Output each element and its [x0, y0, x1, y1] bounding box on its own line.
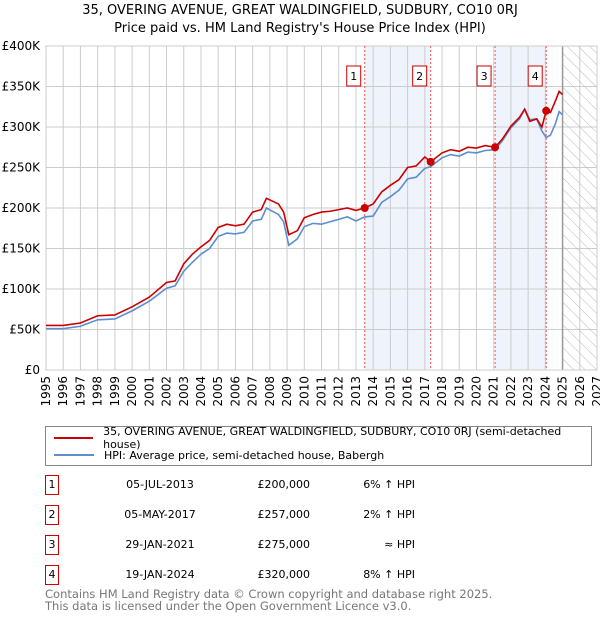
x-tick-label: 2010 [297, 376, 311, 407]
x-tick-label: 2022 [504, 376, 518, 407]
x-tick-label: 1998 [91, 376, 105, 407]
x-tick-label: 2025 [556, 376, 570, 407]
x-tick-label: 2009 [280, 376, 294, 407]
x-tick-label: 2002 [160, 376, 174, 407]
sale-price: £257,000 [257, 508, 311, 521]
x-tick-label: 1997 [73, 376, 87, 407]
sale-num: 3 [45, 535, 59, 555]
sale-date: 05-JUL-2013 [126, 478, 194, 491]
price-chart: £0 £50K £100K £150K £200K £250K £300K £350K £400… [2, 39, 600, 407]
x-tick-label: 2019 [452, 376, 466, 407]
x-tick-label: 2003 [177, 376, 191, 407]
y-tick-label: £200K [2, 201, 42, 215]
y-tick-label: £350K [2, 80, 42, 94]
sale-hpi: 6% ↑ HPI [363, 478, 415, 491]
x-tick-label: 2015 [383, 376, 397, 407]
x-tick-label: 2020 [469, 376, 483, 407]
sale-price: £200,000 [257, 478, 311, 491]
y-tick-label: £300K [2, 120, 42, 134]
legend-item-hpi: HPI: Average price, semi-detached house,… [54, 447, 384, 463]
footer-copyright: Contains HM Land Registry data © Crown c… [45, 587, 493, 601]
x-tick-label: 2006 [228, 376, 242, 407]
series-line [46, 89, 564, 327]
y-tick-label: £0 [25, 363, 40, 377]
sale-price: £275,000 [257, 538, 311, 551]
legend-item-property: 35, OVERING AVENUE, GREAT WALDINGFIELD, … [54, 425, 591, 451]
sale-hpi: 8% ↑ HPI [363, 568, 415, 581]
x-tick-label: 2012 [332, 376, 346, 407]
sale-point [491, 143, 500, 152]
x-tick-label: 2018 [435, 376, 449, 407]
legend: 35, OVERING AVENUE, GREAT WALDINGFIELD, … [45, 425, 592, 466]
sale-label-box [476, 65, 492, 87]
sale-date: 05-MAY-2017 [124, 508, 196, 521]
x-tick-label: 2007 [246, 376, 260, 407]
x-tick-label: 2013 [349, 376, 363, 407]
sale-label: 1 [350, 70, 357, 83]
sale-point [426, 157, 435, 166]
sale-label: 4 [532, 70, 539, 83]
x-tick-label: 2014 [366, 376, 380, 407]
x-tick-label: 2008 [263, 376, 277, 407]
x-tick-label: 1995 [39, 376, 53, 407]
sale-label-box [346, 65, 362, 87]
sale-num: 1 [45, 475, 59, 495]
sale-point [360, 204, 369, 212]
sale-num: 4 [45, 565, 59, 585]
sale-label-box [527, 65, 543, 87]
y-tick-label: £50K [9, 323, 41, 337]
y-tick-label: £150K [2, 242, 42, 256]
sale-date: 19-JAN-2024 [125, 568, 195, 581]
y-tick-label: £400K [2, 39, 42, 53]
x-tick-label: 2024 [538, 376, 552, 407]
legend-swatch-red [54, 437, 94, 439]
y-tick-label: £250K [2, 161, 42, 175]
sale-price: £320,000 [257, 568, 311, 581]
sale-hpi: ≈ HPI [384, 538, 415, 551]
y-tick-label: £100K [2, 282, 42, 296]
x-tick-label: 2000 [125, 376, 139, 407]
chart-title: 35, OVERING AVENUE, GREAT WALDINGFIELD, … [82, 3, 518, 18]
x-tick-label: 2021 [487, 376, 501, 407]
footer: Contains HM Land Registry data © Crown c… [45, 587, 493, 613]
plot-frame [45, 45, 598, 371]
sale-point [542, 106, 551, 115]
x-tick-label: 2023 [521, 376, 535, 407]
sale-label: 2 [416, 70, 423, 83]
x-tick-label: 1999 [108, 376, 122, 407]
sale-label-box [412, 65, 428, 87]
sale-hpi: 2% ↑ HPI [363, 508, 415, 521]
x-tick-label: 2026 [573, 376, 587, 407]
footer-licence: This data is licensed under the Open Gov… [45, 598, 412, 613]
x-tick-label: 1996 [56, 376, 70, 407]
legend-swatch-blue [54, 454, 94, 456]
x-tick-label: 2001 [142, 376, 156, 407]
x-tick-label: 2005 [211, 376, 225, 407]
x-tick-label: 2016 [401, 376, 415, 407]
projection-hatch [562, 46, 597, 370]
x-tick-label: 2027 [590, 376, 600, 407]
sale-label: 3 [481, 70, 488, 83]
x-tick-label: 2011 [315, 376, 329, 407]
legend-label: HPI: Average price, semi-detached house,… [104, 448, 385, 462]
series-line [46, 107, 564, 330]
x-tick-label: 2017 [418, 376, 432, 407]
sale-date: 29-JAN-2021 [125, 538, 195, 551]
sale-num: 2 [45, 505, 59, 525]
x-tick-label: 2004 [194, 376, 208, 407]
legend-label: 35, OVERING AVENUE, GREAT WALDINGFIELD, … [103, 425, 562, 451]
chart-subtitle: Price paid vs. HM Land Registry's House … [114, 21, 486, 36]
